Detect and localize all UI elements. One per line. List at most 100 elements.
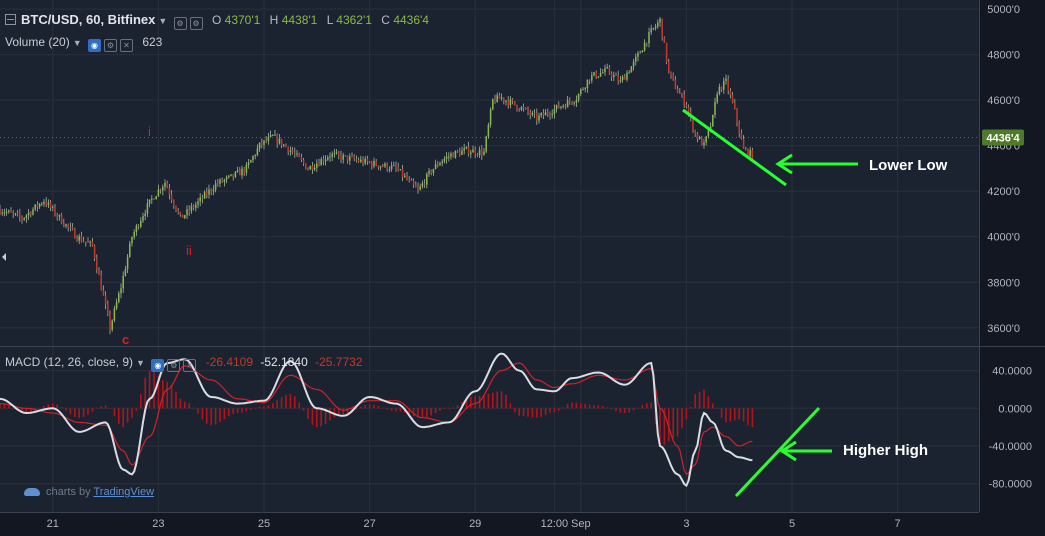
candle-body	[115, 302, 118, 309]
histogram-bar	[236, 408, 239, 413]
candle-body	[448, 156, 450, 158]
candle-body	[313, 167, 316, 170]
candle-body	[498, 95, 501, 99]
histogram-bar	[78, 408, 80, 418]
histogram-bar	[38, 408, 41, 409]
candle-body	[485, 136, 487, 152]
eye-icon[interactable]: ◉	[87, 39, 101, 52]
candle-body	[203, 192, 206, 199]
candle-body	[476, 154, 479, 156]
histogram-bar	[56, 404, 58, 409]
histogram-bar	[707, 396, 710, 409]
candle-body	[206, 192, 208, 195]
histogram-bar	[52, 403, 54, 409]
histogram-bar	[681, 408, 683, 429]
candle-body	[668, 61, 670, 72]
tradingview-cloud-icon	[24, 488, 40, 496]
settings-icon[interactable]: ⚙	[189, 17, 203, 30]
macd-axis[interactable]: 40.0000 0.0000 -40.0000 -80.0000	[989, 366, 1032, 491]
candle-body	[511, 99, 514, 101]
histogram-bar	[267, 405, 270, 409]
candle-body	[536, 113, 538, 121]
candle-body	[168, 188, 171, 195]
candle-body	[437, 163, 439, 166]
caret-down-icon[interactable]: ▼	[136, 358, 145, 368]
histogram-bar	[439, 408, 441, 411]
candle-body	[135, 225, 138, 233]
candle-body	[417, 187, 419, 190]
candle-body	[265, 140, 267, 142]
macd-signal-line	[0, 362, 753, 476]
candle-body	[382, 166, 384, 168]
histogram-bar	[553, 408, 556, 413]
candle-body	[111, 320, 113, 330]
candle-body	[375, 160, 377, 166]
last-price-tag: 4436'4	[982, 129, 1024, 146]
candle-body	[522, 107, 525, 109]
candle-body	[157, 189, 160, 197]
candle-body	[223, 179, 226, 182]
candle-body	[25, 215, 28, 219]
candle-body	[591, 75, 593, 81]
candle-body	[731, 94, 734, 103]
branding-name[interactable]: TradingView	[93, 486, 155, 498]
candle-body	[478, 149, 481, 155]
candle-body	[467, 146, 470, 155]
price-axis[interactable]: 3600'03800'04000'04200'04400'04600'04800…	[987, 4, 1020, 335]
macd-histogram	[0, 370, 754, 446]
close-icon[interactable]: ✕	[119, 39, 133, 52]
candle-body	[100, 274, 102, 290]
histogram-bar	[549, 408, 551, 413]
candle-body	[527, 108, 529, 113]
candle-body	[681, 93, 683, 95]
settings-icon[interactable]: ⚙	[103, 39, 117, 52]
close-icon[interactable]: ✕	[183, 359, 197, 372]
histogram-value: -26.4109	[205, 355, 254, 369]
histogram-bar	[298, 402, 300, 409]
candle-body	[256, 148, 259, 156]
candle-body	[617, 75, 619, 82]
candle-body	[285, 144, 287, 147]
scroll-left-icon[interactable]	[2, 253, 6, 261]
candle-body	[368, 161, 371, 163]
candle-body	[85, 241, 87, 243]
candle-body	[311, 165, 314, 170]
macd-pane[interactable]	[0, 347, 979, 512]
eye-icon[interactable]: ◉	[151, 359, 165, 372]
candle-body	[679, 92, 681, 94]
candle-body	[335, 152, 338, 154]
candle-body	[388, 169, 391, 171]
macd-label[interactable]: MACD (12, 26, close, 9)	[5, 355, 134, 369]
histogram-bar	[285, 394, 287, 409]
tradingview-branding[interactable]: charts by TradingView	[24, 486, 154, 498]
histogram-bar	[390, 408, 393, 411]
candle-body	[296, 153, 298, 155]
volume-label[interactable]: Volume (20)	[5, 35, 70, 49]
price-tick-label: 4200'0	[987, 186, 1020, 198]
candle-body	[252, 156, 254, 161]
histogram-bar	[505, 394, 507, 409]
candle-body	[597, 76, 600, 78]
candle-body	[525, 108, 527, 110]
histogram-bar	[368, 404, 371, 409]
settings-icon[interactable]: ⚙	[167, 359, 181, 372]
candle-body	[371, 162, 373, 167]
symbol-title[interactable]: BTC/USD, 60, Bitfinex	[21, 12, 156, 27]
candle-body	[34, 204, 36, 210]
close-label: C	[381, 13, 390, 27]
collapse-icon[interactable]	[5, 14, 16, 25]
candle-body	[712, 114, 714, 127]
candle-body	[709, 126, 712, 130]
caret-down-icon[interactable]: ▼	[158, 16, 168, 26]
candle-body	[254, 155, 256, 157]
histogram-bar	[575, 402, 578, 409]
price-pane[interactable]	[0, 0, 979, 346]
settings-icon[interactable]: ⚙	[173, 17, 187, 30]
candle-body	[289, 150, 292, 153]
candle-body	[195, 204, 197, 208]
histogram-bar	[593, 405, 595, 409]
histogram-bar	[294, 396, 296, 409]
caret-down-icon[interactable]: ▼	[72, 38, 82, 48]
time-axis[interactable]: 21 23 25 27 29 12:00 Sep 3 5 7	[47, 518, 901, 530]
